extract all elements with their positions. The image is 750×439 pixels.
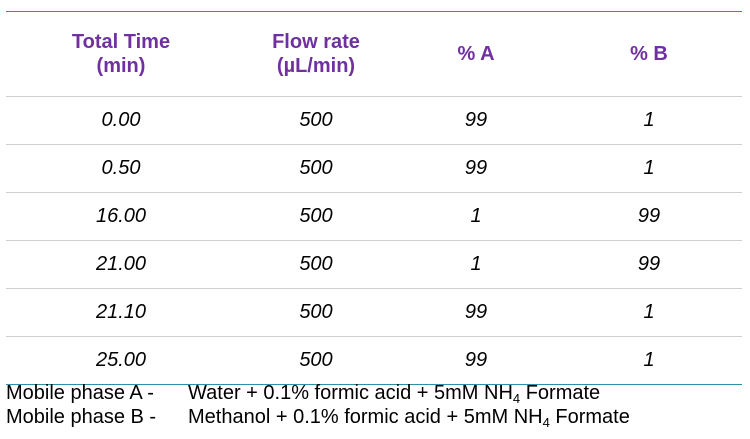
- table-top-rule: [6, 11, 742, 12]
- table-row: 21.00 500 1 99: [6, 240, 742, 288]
- cell-flow-rate: 500: [299, 301, 333, 323]
- cell-flow-rate: 500: [299, 349, 333, 371]
- header-total-time: Total Time (min): [71, 31, 171, 77]
- gradient-table: Total Time (min) Flow rate (µL/min) % A …: [6, 11, 742, 385]
- mobile-phase-b-note: Mobile phase B - Methanol + 0.1% formic …: [6, 405, 630, 429]
- subscript-4: 4: [512, 391, 521, 406]
- cell-time: 16.00: [95, 205, 147, 227]
- header-percent-a: % A: [457, 43, 495, 65]
- cell-percent-a: 1: [470, 205, 482, 227]
- mobile-phase-a-label: Mobile phase A -: [6, 382, 154, 404]
- mobile-phase-notes: Mobile phase A - Water + 0.1% formic aci…: [6, 381, 630, 429]
- cell-time: 0.00: [101, 109, 141, 131]
- cell-time: 21.10: [95, 301, 147, 323]
- mobile-phase-b-suffix: Formate: [549, 406, 630, 428]
- cell-percent-b: 1: [643, 109, 655, 131]
- mobile-phase-b-text: Methanol + 0.1% formic acid + 5mM NH4 Fo…: [188, 405, 630, 429]
- cell-flow-rate: 500: [299, 157, 333, 179]
- mobile-phase-a-suffix: Formate: [520, 382, 601, 404]
- cell-time: 0.50: [101, 157, 141, 179]
- table-row: 25.00 500 99 1: [6, 336, 742, 385]
- mobile-phase-b-label: Mobile phase B -: [6, 406, 157, 428]
- cell-percent-b: 1: [643, 349, 655, 371]
- header-flow-rate: Flow rate (µL/min): [272, 31, 360, 77]
- table-row: 0.00 500 99 1: [6, 96, 742, 144]
- cell-percent-b: 99: [637, 253, 661, 275]
- cell-percent-b: 99: [637, 205, 661, 227]
- header-percent-b: % B: [630, 43, 668, 65]
- mobile-phase-a-composition: Water + 0.1% formic acid + 5mM NH: [188, 382, 513, 404]
- cell-flow-rate: 500: [299, 253, 333, 275]
- cell-percent-a: 99: [464, 157, 488, 179]
- cell-percent-a: 99: [464, 349, 488, 371]
- cell-flow-rate: 500: [299, 205, 333, 227]
- cell-time: 21.00: [95, 253, 147, 275]
- cell-percent-b: 1: [643, 301, 655, 323]
- table-row: 16.00 500 1 99: [6, 192, 742, 240]
- table-row: 21.10 500 99 1: [6, 288, 742, 336]
- subscript-4: 4: [542, 415, 550, 430]
- cell-percent-a: 1: [470, 253, 482, 275]
- cell-flow-rate: 500: [299, 109, 333, 131]
- table-header-row: Total Time (min) Flow rate (µL/min) % A …: [6, 12, 742, 96]
- cell-time: 25.00: [95, 349, 147, 371]
- table-row: 0.50 500 99 1: [6, 144, 742, 192]
- mobile-phase-a-text: Water + 0.1% formic acid + 5mM NH4 Forma…: [188, 381, 600, 405]
- cell-percent-a: 99: [464, 109, 488, 131]
- mobile-phase-a-note: Mobile phase A - Water + 0.1% formic aci…: [6, 381, 630, 405]
- cell-percent-a: 99: [464, 301, 488, 323]
- cell-percent-b: 1: [643, 157, 655, 179]
- mobile-phase-b-composition: Methanol + 0.1% formic acid + 5mM NH: [188, 406, 543, 428]
